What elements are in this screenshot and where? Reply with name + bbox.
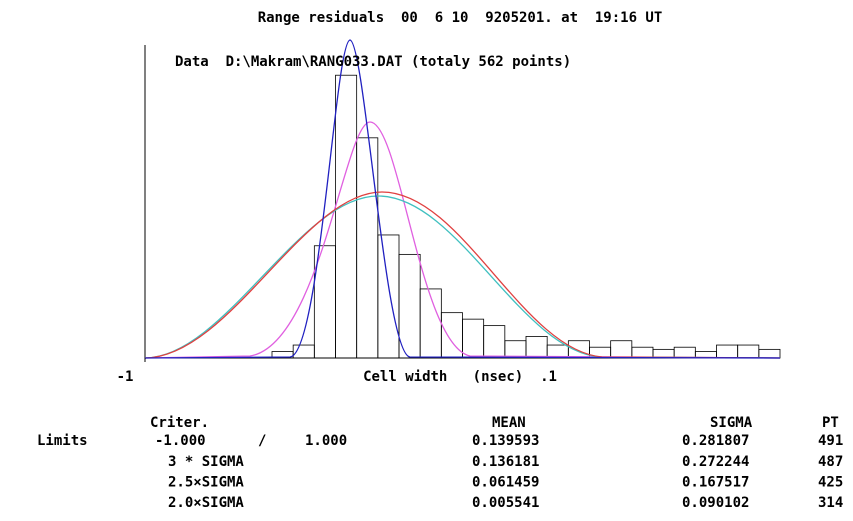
table-cell: 0.061459: [472, 475, 539, 491]
table-cell: 425: [818, 475, 843, 491]
bar: [525, 336, 548, 359]
table-header: PT: [822, 415, 839, 431]
x-tick-label: -1: [117, 369, 134, 385]
table-cell: 0.136181: [472, 454, 539, 470]
bar: [335, 74, 358, 359]
bar: [610, 340, 633, 359]
table-cell: 0.090102: [682, 495, 749, 511]
table-cell: 314: [818, 495, 843, 511]
bar: [377, 234, 400, 359]
bar: [504, 340, 527, 359]
table-cell: 3 * SIGMA: [168, 454, 244, 470]
table-cell: 0.005541: [472, 495, 539, 511]
chart-subtitle: Data D:\Makram\RANG033.DAT (totaly 562 p…: [175, 54, 571, 70]
bar: [631, 346, 654, 359]
bar: [673, 346, 696, 359]
table-cell: 491: [818, 433, 843, 449]
table-header: Criter.: [150, 415, 209, 431]
table-cell: /: [258, 433, 266, 449]
bar: [398, 253, 421, 359]
table-cell: 2.5×SIGMA: [168, 475, 244, 491]
fit-curve: [144, 195, 781, 359]
table-cell: 0.281807: [682, 433, 749, 449]
chart-title: Range residuals 00 6 10 9205201. at 19:1…: [258, 10, 663, 26]
fit-curve: [144, 39, 781, 359]
histogram: [271, 74, 781, 359]
bar: [737, 344, 760, 359]
bar: [567, 340, 590, 359]
table-cell: 0.139593: [472, 433, 539, 449]
row-label: Limits: [37, 433, 88, 449]
bar: [483, 325, 506, 359]
fit-curve: [144, 121, 781, 359]
bar: [419, 288, 442, 359]
bar: [356, 137, 379, 359]
table-header: SIGMA: [710, 415, 753, 431]
bar: [716, 344, 739, 359]
table-cell: -1.000: [155, 433, 206, 449]
fit-curve: [144, 191, 781, 359]
bar: [462, 318, 485, 359]
bar: [440, 312, 463, 359]
x-axis-label: Cell width (nsec) .1: [363, 369, 557, 385]
table-cell: 0.167517: [682, 475, 749, 491]
table-cell: 1.000: [305, 433, 347, 449]
table-cell: 487: [818, 454, 843, 470]
table-cell: 2.0×SIGMA: [168, 495, 244, 511]
table-header: MEAN: [492, 415, 526, 431]
table-cell: 0.272244: [682, 454, 749, 470]
bar: [758, 348, 781, 359]
